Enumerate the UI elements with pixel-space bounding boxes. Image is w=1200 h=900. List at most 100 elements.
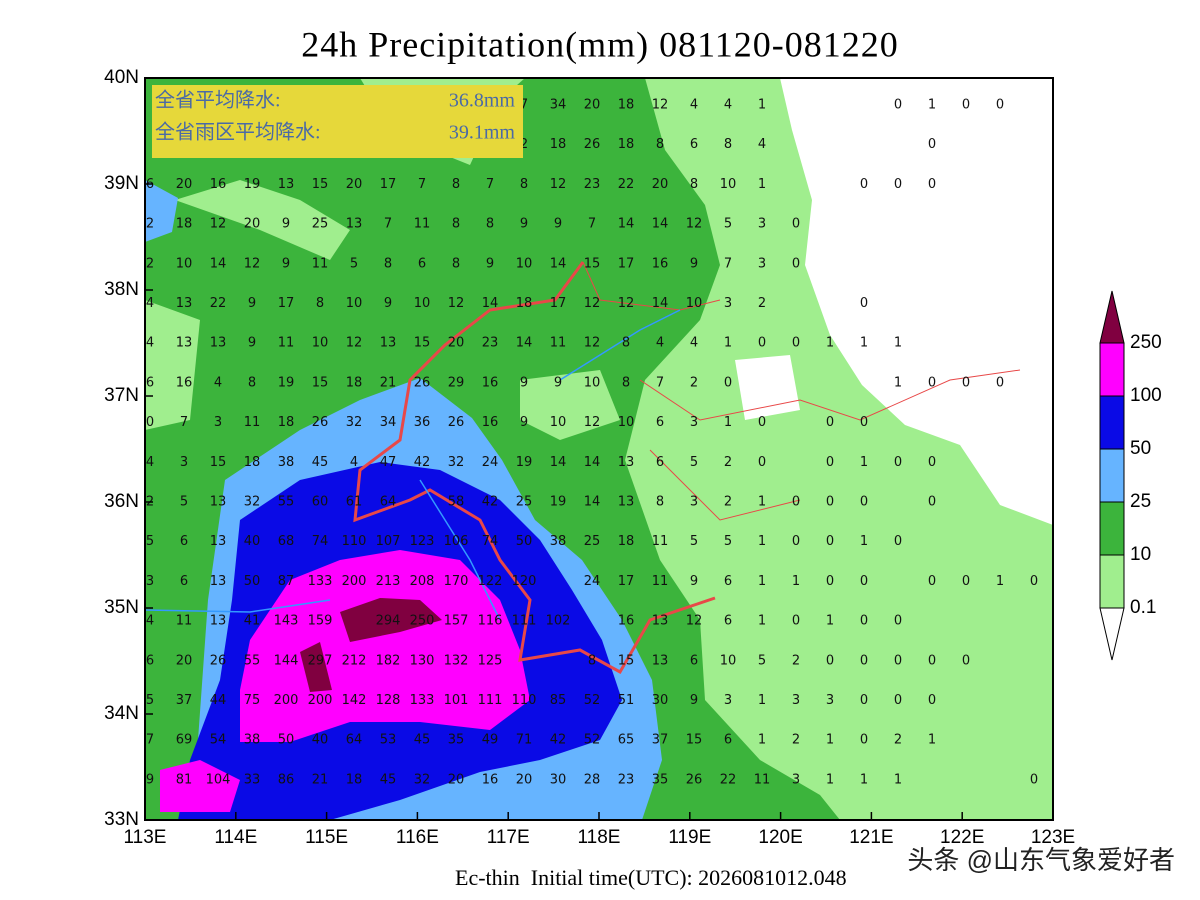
grid-value: 12 xyxy=(584,296,601,311)
grid-value: 120 xyxy=(512,574,537,589)
grid-value: 3 xyxy=(758,217,766,232)
grid-value: 65 xyxy=(618,733,635,748)
grid-value: 125 xyxy=(478,653,503,668)
grid-value: 13 xyxy=(652,653,669,668)
grid-value: 0 xyxy=(962,653,970,668)
grid-value: 10 xyxy=(516,256,533,271)
grid-value: 3 xyxy=(826,693,834,708)
grid-value: 16 xyxy=(176,375,193,390)
grid-value: 1 xyxy=(860,455,868,470)
legend-swatch xyxy=(1099,395,1125,450)
legend-bottom xyxy=(1099,607,1125,661)
grid-value: 45 xyxy=(414,733,431,748)
lon-label: 115E xyxy=(305,827,348,848)
grid-value: 1 xyxy=(928,98,936,113)
province-border xyxy=(353,261,716,675)
grid-value: 13 xyxy=(210,574,227,589)
grid-value: 200 xyxy=(342,574,367,589)
grid-value: 10 xyxy=(720,177,737,192)
grid-value: 3 xyxy=(792,772,800,787)
grid-value: 13 xyxy=(210,614,227,629)
grid-value: 2 xyxy=(146,217,154,232)
grid-value: 18 xyxy=(176,217,193,232)
grid-value: 15 xyxy=(312,375,329,390)
grid-value: 18 xyxy=(346,375,363,390)
legend-label: 0.1 xyxy=(1130,597,1156,618)
grid-value: 0 xyxy=(826,574,834,589)
grid-value: 213 xyxy=(376,574,401,589)
grid-value: 6 xyxy=(146,375,154,390)
legend-label: 50 xyxy=(1130,438,1151,459)
grid-value: 0 xyxy=(894,534,902,549)
grid-value: 0 xyxy=(1030,574,1038,589)
grid-value: 3 xyxy=(690,415,698,430)
grid-value: 9 xyxy=(248,336,256,351)
grid-value: 12 xyxy=(550,177,567,192)
grid-value: 5 xyxy=(350,256,358,271)
info-value: 39.1mm xyxy=(449,122,516,144)
grid-value: 9 xyxy=(282,217,290,232)
grid-value: 17 xyxy=(618,574,635,589)
grid-value: 9 xyxy=(520,217,528,232)
grid-value: 38 xyxy=(244,733,261,748)
grid-value: 12 xyxy=(652,98,669,113)
grid-value: 208 xyxy=(410,574,435,589)
grid-value: 17 xyxy=(550,296,567,311)
grid-value: 40 xyxy=(244,534,261,549)
grid-value: 38 xyxy=(278,455,295,470)
grid-value: 75 xyxy=(244,693,261,708)
grid-value: 68 xyxy=(278,534,295,549)
grid-value: 26 xyxy=(584,137,601,152)
grid-value: 1 xyxy=(860,772,868,787)
grid-value: 42 xyxy=(550,733,567,748)
grid-value: 133 xyxy=(308,574,333,589)
grid-value: 294 xyxy=(376,614,401,629)
grid-value: 0 xyxy=(826,653,834,668)
lon-label: 122E xyxy=(940,827,984,848)
grid-value: 250 xyxy=(410,614,435,629)
grid-value: 6 xyxy=(724,733,732,748)
grid-value: 6 xyxy=(180,574,188,589)
grid-value: 9 xyxy=(690,693,698,708)
grid-value: 24 xyxy=(482,455,499,470)
grid-value: 22 xyxy=(210,296,227,311)
lon-label: 119E xyxy=(668,827,711,848)
grid-value: 0 xyxy=(928,177,936,192)
grid-value: 40 xyxy=(312,733,329,748)
grid-value: 15 xyxy=(210,455,227,470)
grid-value: 0 xyxy=(860,693,868,708)
grid-value: 15 xyxy=(686,733,703,748)
grid-value: 18 xyxy=(618,534,635,549)
grid-value: 4 xyxy=(146,614,154,629)
grid-value: 2 xyxy=(792,733,800,748)
grid-value: 2 xyxy=(758,296,766,311)
grid-value: 8 xyxy=(622,375,630,390)
grid-value: 0 xyxy=(928,653,936,668)
grid-value: 3 xyxy=(146,574,154,589)
grid-value: 1 xyxy=(894,375,902,390)
grid-value: 19 xyxy=(516,455,533,470)
grid-value: 0 xyxy=(962,98,970,113)
grid-value: 1 xyxy=(928,733,936,748)
grid-value: 8 xyxy=(656,495,664,510)
grid-value: 4 xyxy=(350,455,358,470)
grid-value: 9 xyxy=(520,375,528,390)
grid-value: 4 xyxy=(146,336,154,351)
grid-value: 132 xyxy=(444,653,469,668)
grid-value: 11 xyxy=(550,336,567,351)
grid-value: 11 xyxy=(312,256,329,271)
grid-value: 157 xyxy=(444,614,469,629)
grid-value: 86 xyxy=(278,772,295,787)
grid-value: 10 xyxy=(686,296,703,311)
grid-value: 3 xyxy=(724,296,732,311)
grid-value: 7 xyxy=(384,217,392,232)
grid-value: 13 xyxy=(346,217,363,232)
grid-value: 16 xyxy=(618,614,635,629)
grid-value: 24 xyxy=(584,574,601,589)
grid-value: 14 xyxy=(550,256,567,271)
lat-label: 36N xyxy=(104,491,139,512)
grid-value: 7 xyxy=(724,256,732,271)
grid-value: 52 xyxy=(584,733,601,748)
grid-value: 0 xyxy=(860,177,868,192)
grid-value: 1 xyxy=(758,177,766,192)
